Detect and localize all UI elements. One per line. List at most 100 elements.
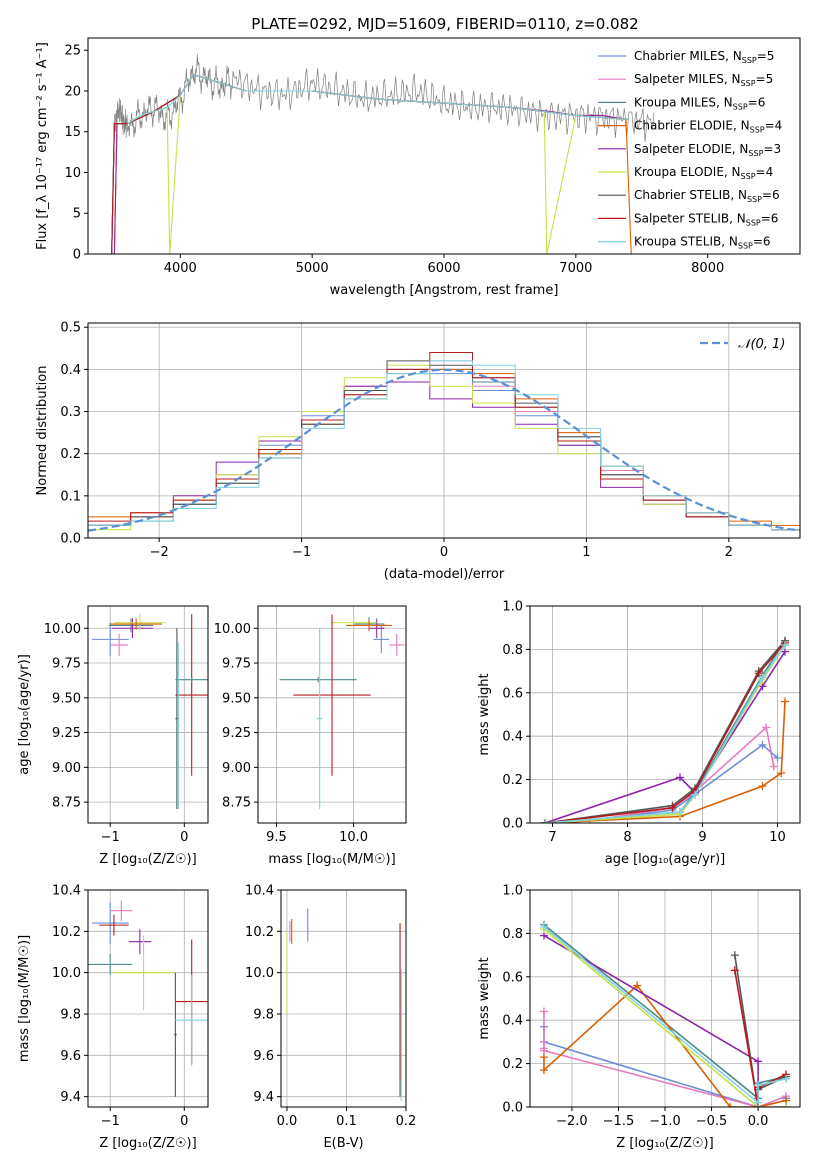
legend-label-value: =6: [762, 188, 780, 202]
errorbar-point: [373, 625, 390, 654]
legend-label: Chabrier STELIB, NSSP=6: [634, 188, 780, 204]
plus-marker: [730, 951, 739, 960]
y-axis-label: age [log₁₀(age/yr)]: [17, 654, 32, 775]
legend-label-subscript: SSP: [750, 126, 765, 135]
plus-marker: [754, 1081, 763, 1090]
y-tick-label: 9.8: [253, 1008, 274, 1023]
y-tick-label: 0.5: [60, 321, 81, 336]
legend-label: Salpeter MILES, NSSP=5: [634, 72, 773, 88]
plus-marker: [782, 1103, 791, 1107]
y-tick-label: 0.0: [60, 532, 81, 547]
plus-marker: [754, 1057, 763, 1066]
x-tick-label: 2: [725, 545, 733, 560]
panel-mass-vs-EBV: 0.0 0.1 0.2 9.4 9.6 9.8 10.0 10.2 10.4 E(B-V): [245, 884, 416, 1152]
plus-marker: [676, 773, 684, 782]
errorbar-point: [113, 935, 174, 1010]
normal-reference-curve: [88, 368, 800, 532]
legend-label: Chabrier MILES, NSSP=5: [634, 49, 774, 65]
legend-label-value: =5: [757, 49, 775, 63]
y-tick-label: 15: [64, 125, 81, 140]
plus-marker: [539, 922, 548, 931]
plus-marker: [762, 723, 771, 732]
x-tick-label: 9: [698, 830, 706, 845]
legend-label-value: =5: [756, 72, 774, 86]
y-tick-label: 0.2: [60, 447, 81, 462]
y-tick-label: 0.2: [502, 1057, 523, 1072]
observed-spectrum-line: [114, 54, 655, 143]
x-tick-label: 7000: [559, 261, 592, 276]
plus-marker: [758, 782, 767, 791]
plot-area: [539, 920, 791, 1107]
x-axis-label: wavelength [Angstrom, rest frame]: [330, 283, 559, 298]
x-tick-label: 0.1: [336, 1114, 357, 1129]
x-tick-label: −2.0: [556, 1114, 588, 1129]
x-tick-label: 0.2: [396, 1114, 417, 1129]
axes-frame: [280, 889, 407, 1108]
y-tick-label: 9.8: [60, 1008, 81, 1023]
plus-marker: [773, 753, 782, 762]
plus-marker: [676, 808, 684, 817]
legend-label: Kroupa MILES, NSSP=6: [634, 95, 765, 111]
legend-label: Kroupa STELIB, NSSP=6: [634, 235, 771, 251]
x-tick-label: −1: [101, 1114, 120, 1129]
legend-label: Salpeter STELIB, NSSP=6: [634, 211, 778, 227]
errorbar-point: [88, 954, 133, 975]
y-tick-label: 10.2: [52, 925, 81, 940]
y-tick-label: 8.75: [222, 796, 251, 811]
plus-marker: [754, 1098, 763, 1107]
errorbar-point: [369, 618, 385, 638]
errorbar-point: [91, 622, 129, 657]
y-tick-label: 0.4: [502, 1014, 523, 1029]
y-tick-label: 9.75: [52, 657, 81, 672]
x-tick-label: 8: [623, 830, 631, 845]
y-tick-label: 0.8: [502, 643, 523, 658]
y-tick-label: 0.2: [502, 773, 523, 788]
errorbar-point: [110, 618, 163, 630]
y-tick-label: 10.0: [245, 966, 274, 981]
x-tick-label: −0.5: [696, 1114, 728, 1129]
plot-area: [91, 614, 208, 810]
y-tick-label: 9.00: [222, 761, 251, 776]
plus-marker: [633, 981, 642, 990]
x-axis-label: (data-model)/error: [384, 567, 505, 582]
y-tick-label: 10.4: [245, 884, 274, 899]
legend-label: 𝒩(0, 1): [738, 337, 785, 352]
errorbar-point: [113, 614, 166, 632]
model-spectrum-line: [127, 74, 629, 125]
y-tick-label: 0.0: [502, 1101, 523, 1116]
y-tick-label: 9.50: [222, 691, 251, 706]
y-tick-label: 9.25: [222, 726, 251, 741]
y-tick-label: 9.6: [60, 1049, 81, 1064]
plot-area: [286, 908, 402, 1101]
legend-label-value: =4: [765, 119, 783, 133]
plot-area: [279, 614, 405, 810]
x-axis-label: Z [log₁₀(Z/Z☉)]: [99, 852, 196, 867]
plus-marker: [758, 673, 767, 682]
panel-spectrum: Chabrier MILES, NSSP=5 Salpeter MILES, NS…: [35, 37, 801, 298]
y-tick-label: 0.6: [502, 686, 523, 701]
errorbar-point: [173, 972, 177, 1097]
legend-label-subscript: SSP: [741, 79, 756, 88]
x-tick-label: −2: [150, 545, 169, 560]
legend: Chabrier MILES, NSSP=5 Salpeter MILES, NS…: [598, 49, 782, 251]
x-axis-label: age [log₁₀(age/yr)]: [605, 852, 726, 867]
y-tick-label: 9.4: [253, 1090, 274, 1105]
errorbar-point: [91, 902, 129, 944]
axes-frame: [529, 605, 801, 824]
legend-label-value: =6: [761, 211, 779, 225]
y-tick-label: 1.0: [502, 884, 523, 899]
x-tick-label: −1: [292, 545, 311, 560]
legend-label: Salpeter ELODIE, NSSP=3: [634, 142, 781, 158]
plus-marker: [539, 1007, 548, 1016]
plus-marker: [781, 697, 789, 706]
panel-massweight-vs-age: 7 8 9 10 0.0 0.2 0.4 0.6 0.8 1.0 age [log₁₀(age/yr…: [477, 600, 801, 867]
x-tick-label: 9.5: [266, 830, 287, 845]
x-tick-label: 4000: [164, 261, 197, 276]
plus-marker: [758, 740, 767, 749]
y-tick-label: 0: [73, 248, 81, 263]
x-axis-label: Z [log₁₀(Z/Z☉)]: [616, 1136, 713, 1151]
y-tick-label: 0.8: [502, 927, 523, 942]
x-tick-label: 0.0: [748, 1114, 769, 1129]
errorbar-point: [99, 914, 129, 936]
legend-label: Kroupa ELODIE, NSSP=4: [634, 165, 773, 181]
